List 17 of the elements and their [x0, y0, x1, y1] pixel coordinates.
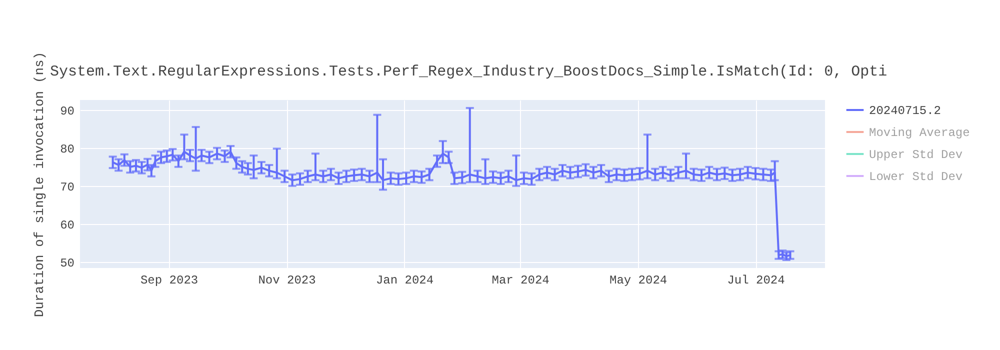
x-tick-label: May 2024 — [609, 274, 668, 288]
x-tick-label: Mar 2024 — [492, 274, 550, 288]
y-axis-title: Duration of single invocation (ns) — [32, 52, 48, 318]
y-tick-label: 90 — [60, 104, 74, 118]
legend-label: 20240715.2 — [869, 104, 942, 118]
chart-title: System.Text.RegularExpressions.Tests.Perf_Regex_Industry_BoostDocs_Simple.IsMatch(Id: 0, Opti — [50, 63, 888, 80]
x-tick-label: Sep 2023 — [140, 274, 198, 288]
x-tick-label: Jul 2024 — [727, 274, 785, 288]
legend-label: Lower Std Dev — [869, 170, 963, 184]
y-tick-label: 80 — [60, 142, 74, 156]
legend-label: Moving Average — [869, 126, 970, 140]
x-tick-label: Jan 2024 — [376, 274, 434, 288]
y-tick-label: 60 — [60, 218, 74, 232]
legend-label: Upper Std Dev — [869, 148, 963, 162]
y-tick-label: 50 — [60, 256, 74, 270]
y-tick-label: 70 — [60, 180, 74, 194]
x-tick-label: Nov 2023 — [258, 274, 316, 288]
